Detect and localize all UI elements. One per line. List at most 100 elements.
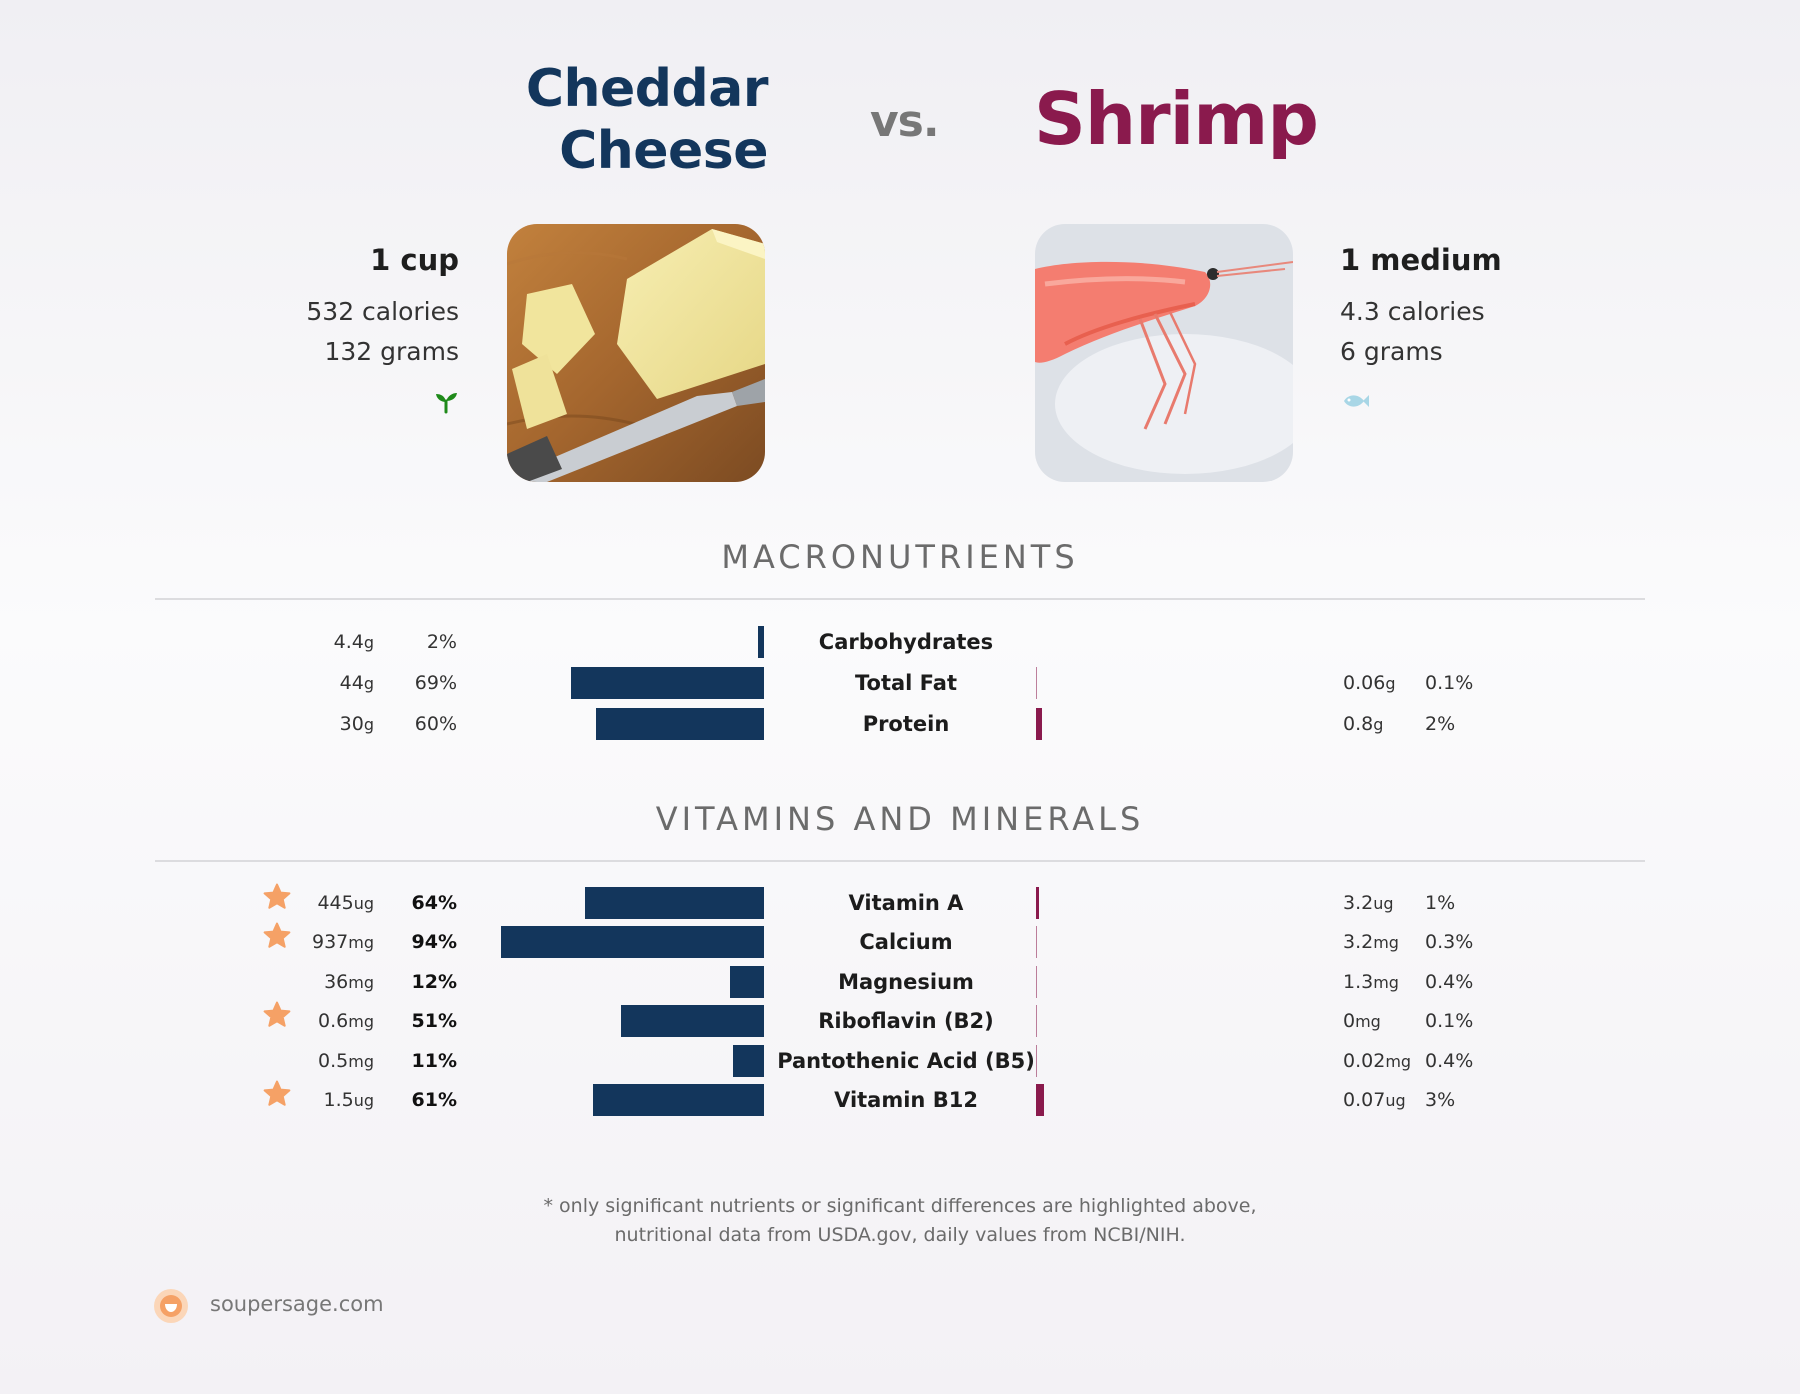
left-percent: 11%	[411, 1049, 457, 1072]
right-bar	[1036, 708, 1042, 740]
nutrient-row: 36mg 12% Magnesium 1.3mg 0.4%	[0, 962, 1800, 1002]
right-amount: 3.2ug	[1343, 883, 1394, 924]
left-amount-unit: g	[363, 674, 374, 693]
right-amount-unit: ug	[1373, 894, 1394, 913]
left-bar	[733, 1044, 764, 1077]
left-amount-value: 445	[317, 892, 354, 914]
right-bar	[1036, 667, 1037, 699]
footnote-line1: * only significant nutrients or signific…	[543, 1195, 1257, 1217]
nutrient-row: 30g 60% Protein 0.8g 2%	[0, 704, 1800, 744]
left-amount-value: 36	[324, 970, 349, 993]
right-percent: 1%	[1425, 892, 1456, 914]
nutrient-label: Total Fat	[854, 671, 957, 695]
right-amount-value: 3.2	[1343, 892, 1374, 914]
right-bar	[1036, 1044, 1038, 1077]
right-amount-value: 0.02	[1343, 1049, 1386, 1072]
soupersage-logo-icon	[153, 1288, 189, 1324]
right-percent: 0.4%	[1425, 1049, 1474, 1072]
right-calories: 4.3 calories	[1340, 297, 1485, 326]
right-amount: 0.02mg	[1343, 1041, 1411, 1082]
left-bar	[730, 965, 764, 998]
left-amount-value: 0.6	[318, 1010, 349, 1033]
left-title-line1: Cheddar	[525, 59, 769, 119]
right-amount-unit: g	[1373, 715, 1384, 734]
nutrient-row: 4.4g 2% Carbohydrates	[0, 622, 1800, 662]
left-percent: 69%	[414, 672, 457, 694]
vitamins-title: VITAMINS AND MINERALS	[655, 800, 1145, 838]
brand-link[interactable]: soupersage.com	[210, 1292, 384, 1316]
star-icon	[262, 883, 292, 911]
right-percent: 0.3%	[1425, 931, 1474, 954]
vs-label: vs.	[870, 96, 940, 147]
left-bar	[758, 626, 764, 658]
right-grams: 6 grams	[1340, 337, 1443, 366]
left-amount-unit: mg	[348, 1051, 374, 1071]
right-serving-info: 1 medium 4.3 calories 6 grams	[1340, 240, 1502, 416]
right-amount: 0mg	[1343, 1001, 1381, 1042]
left-percent: 61%	[411, 1089, 457, 1111]
right-percent: 0.1%	[1425, 672, 1474, 694]
right-bar	[1036, 1005, 1037, 1038]
macronutrients-title: MACRONUTRIENTS	[721, 538, 1079, 576]
right-amount: 0.8g	[1343, 704, 1383, 745]
left-amount-unit: ug	[353, 1091, 374, 1110]
right-amount-unit: mg	[1373, 933, 1399, 953]
right-percent: 2%	[1425, 713, 1456, 735]
right-amount-value: 0	[1343, 1010, 1356, 1033]
nutrient-label: Riboflavin (B2)	[818, 1009, 994, 1034]
nutrient-row: 0.5mg 11% Pantothenic Acid (B5) 0.02mg 0.4%	[0, 1041, 1800, 1081]
vitamins-divider	[155, 860, 1645, 862]
right-percent: 0.4%	[1425, 970, 1474, 993]
left-amount: 937mg	[312, 922, 374, 963]
right-serving-size: 1 medium	[1340, 243, 1502, 277]
left-amount: 0.5mg	[318, 1041, 374, 1082]
left-amount-value: 937	[311, 931, 349, 954]
left-amount: 0.6mg	[318, 1001, 374, 1042]
right-amount-value: 3.2	[1343, 931, 1374, 954]
left-amount-value: 4.4	[333, 631, 364, 653]
left-percent: 94%	[411, 931, 457, 954]
left-amount: 30g	[340, 704, 374, 745]
left-percent: 12%	[411, 970, 457, 993]
right-percent: 3%	[1425, 1089, 1456, 1111]
shrimp-photo	[1035, 224, 1293, 482]
left-percent: 51%	[411, 1010, 457, 1033]
nutrient-label: Pantothenic Acid (B5)	[777, 1048, 1035, 1073]
nutrient-row: 1.5ug 61% Vitamin B12 0.07ug 3%	[0, 1080, 1800, 1120]
left-title-line2: Cheese	[559, 121, 768, 181]
nutrient-label: Calcium	[859, 930, 953, 955]
left-bar	[621, 1005, 764, 1038]
left-amount-value: 30	[339, 713, 364, 735]
star-icon	[262, 1080, 292, 1108]
right-bar	[1036, 1084, 1045, 1116]
right-amount: 3.2mg	[1343, 922, 1399, 963]
sprout-icon	[433, 390, 459, 418]
left-bar	[500, 926, 764, 959]
left-serving-size: 1 cup	[370, 243, 459, 277]
right-amount-unit: ug	[1385, 1091, 1406, 1110]
right-amount-unit: mg	[1373, 972, 1399, 992]
footnote-line2: nutritional data from USDA.gov, daily va…	[614, 1224, 1186, 1246]
nutrient-label: Vitamin A	[848, 891, 964, 915]
right-amount: 0.06g	[1343, 663, 1395, 704]
right-amount-unit: mg	[1355, 1012, 1381, 1032]
left-amount-value: 1.5	[323, 1089, 354, 1111]
left-grams: 132 grams	[324, 337, 459, 366]
left-percent: 64%	[411, 892, 457, 914]
left-bar	[593, 1084, 764, 1116]
right-amount: 1.3mg	[1343, 962, 1399, 1003]
right-amount-value: 0.07	[1343, 1089, 1386, 1111]
star-icon	[262, 1001, 292, 1029]
cheddar-cheese-photo	[507, 224, 765, 482]
star-icon	[262, 922, 292, 950]
left-bar	[570, 667, 764, 699]
nutrient-label: Vitamin B12	[834, 1088, 978, 1112]
fish-icon	[1340, 390, 1370, 416]
right-amount-unit: mg	[1385, 1051, 1412, 1071]
right-bar	[1036, 965, 1038, 998]
left-amount-unit: ug	[353, 894, 374, 913]
left-amount-unit: g	[363, 715, 374, 734]
left-amount: 4.4g	[334, 622, 374, 663]
left-amount: 445ug	[317, 883, 374, 924]
left-amount-value: 0.5	[318, 1049, 349, 1072]
